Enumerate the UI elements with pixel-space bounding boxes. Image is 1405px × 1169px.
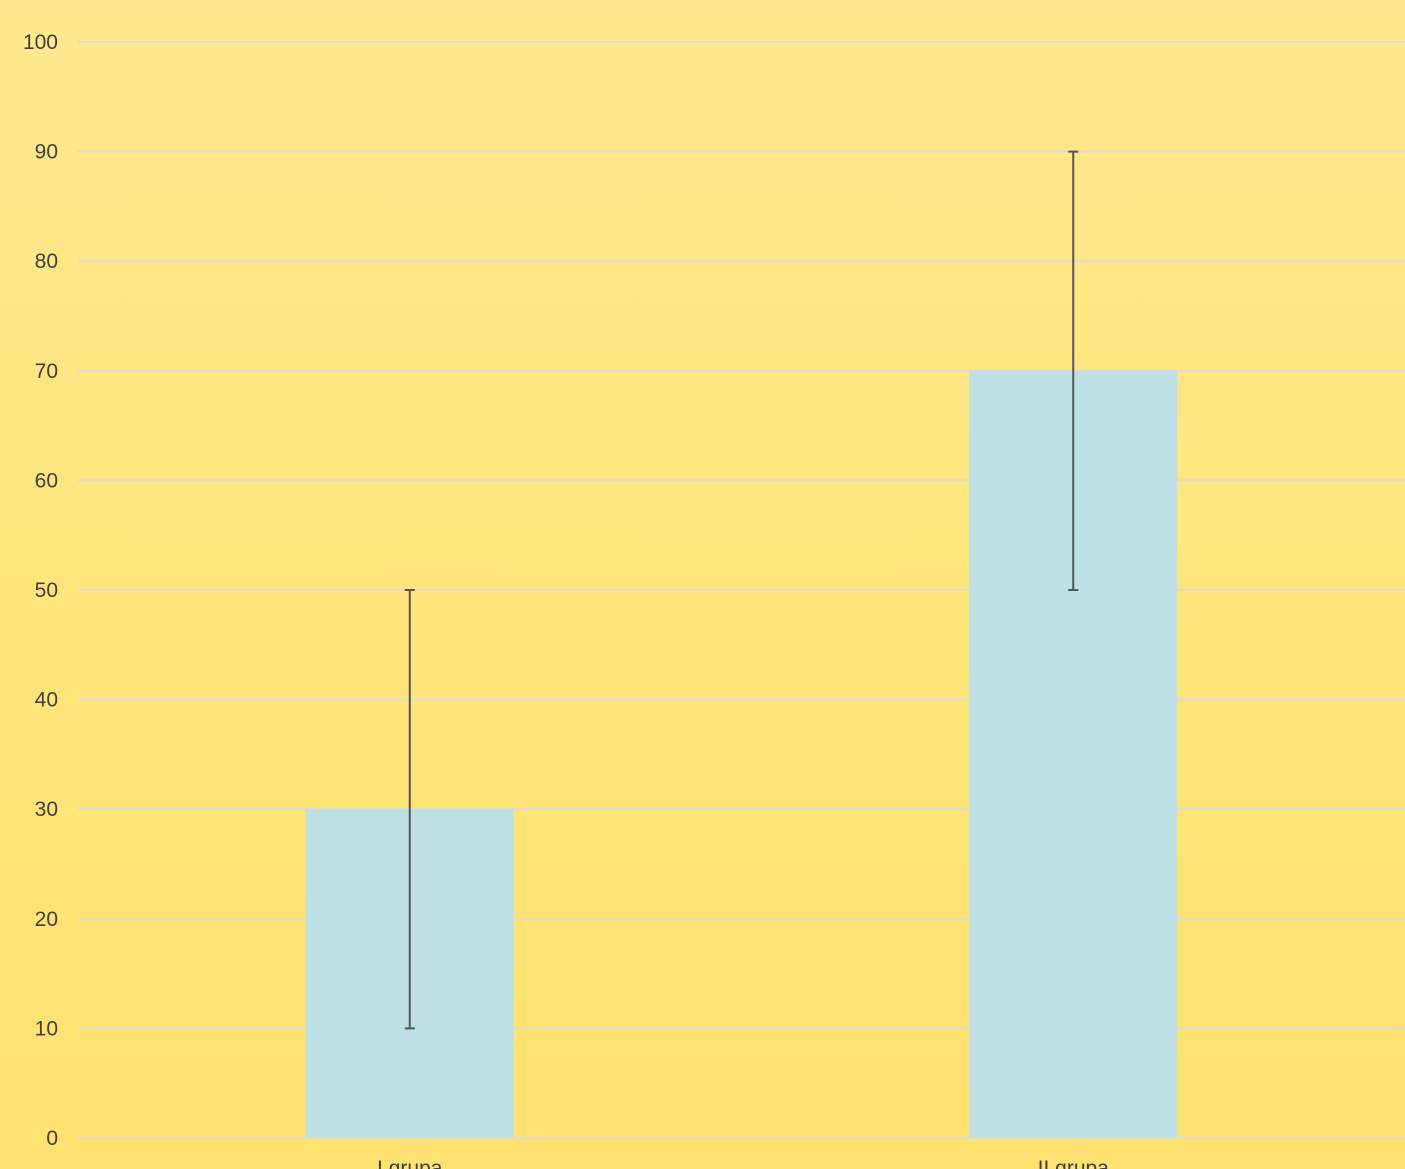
bars [305, 370, 1178, 1138]
x-category-label: I grupa [377, 1157, 443, 1169]
y-tick-label: 30 [35, 798, 58, 821]
y-tick-label: 0 [46, 1127, 58, 1150]
y-tick-label: 40 [35, 689, 58, 712]
y-tick-label: 10 [35, 1017, 58, 1040]
gridlines [78, 41, 1405, 1139]
x-axis-category-labels: I grupa II grupa [377, 1157, 1109, 1169]
y-tick-label: 50 [35, 579, 58, 602]
error-bar [1068, 150, 1079, 591]
error-bar [404, 589, 415, 1030]
y-tick-label: 90 [35, 141, 58, 164]
y-tick-label: 70 [35, 360, 58, 383]
y-tick-label: 100 [23, 31, 58, 54]
error-bars [404, 150, 1079, 1030]
y-tick-label: 20 [35, 908, 58, 931]
y-axis-tick-labels: 0 10 20 30 40 50 60 70 80 90 100 [23, 31, 58, 1150]
y-tick-label: 60 [35, 469, 58, 492]
y-tick-label: 80 [35, 250, 58, 273]
x-category-label: II grupa [1038, 1157, 1110, 1169]
